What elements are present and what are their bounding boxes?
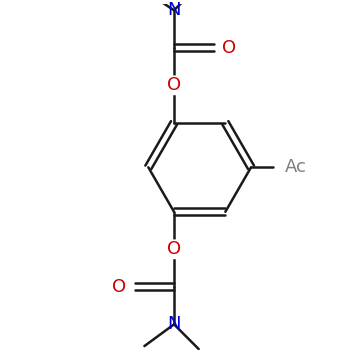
Text: N: N [167,1,181,19]
Text: O: O [112,278,126,296]
Text: O: O [167,76,181,94]
Text: Ac: Ac [285,158,307,176]
Text: O: O [167,240,181,258]
Text: O: O [222,39,237,57]
Text: N: N [167,315,181,333]
